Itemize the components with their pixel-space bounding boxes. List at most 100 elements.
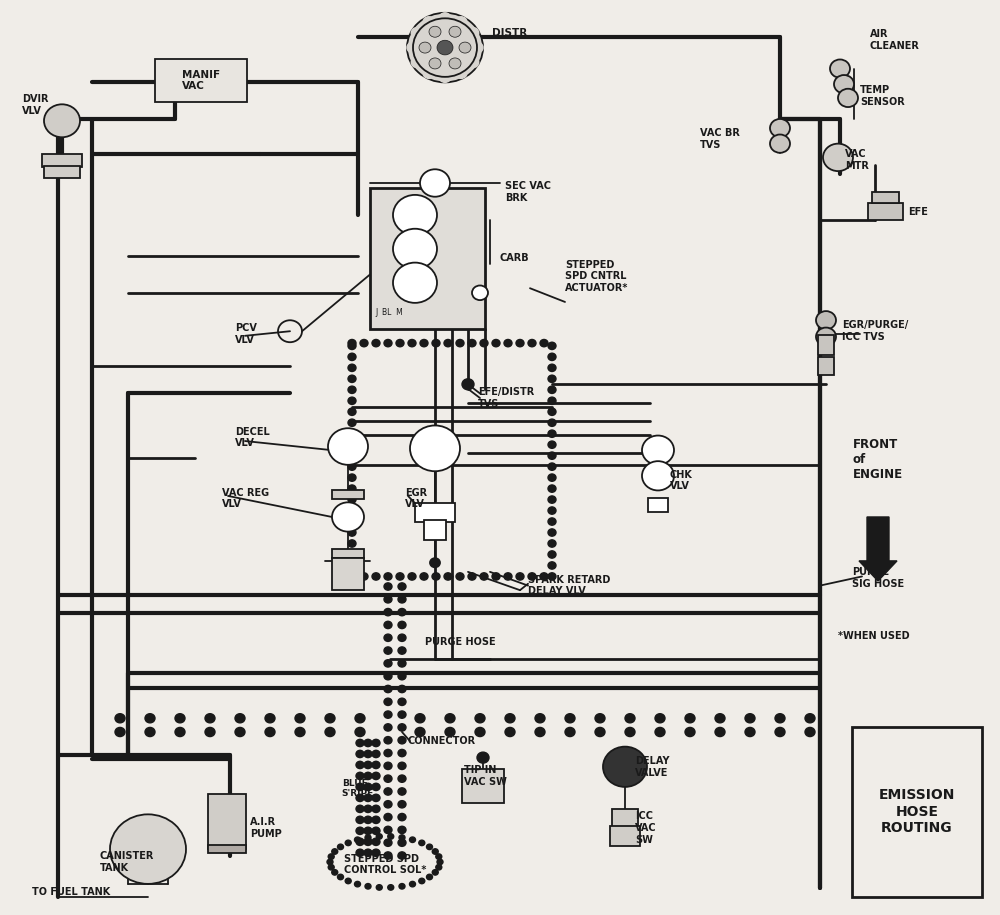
Circle shape [429,58,441,69]
Circle shape [655,727,665,737]
Text: DVIR
VLV: DVIR VLV [22,94,48,116]
Circle shape [468,573,476,580]
Circle shape [356,805,364,813]
Circle shape [492,573,500,580]
Text: EFE: EFE [908,208,928,217]
Circle shape [396,573,404,580]
Circle shape [437,859,443,865]
Circle shape [396,339,404,347]
Circle shape [328,865,334,870]
Circle shape [540,573,548,580]
Circle shape [834,75,854,93]
Text: TO FUEL TANK: TO FUEL TANK [32,888,110,897]
Circle shape [384,647,392,654]
Circle shape [145,714,155,723]
Circle shape [356,783,364,791]
Circle shape [535,714,545,723]
Circle shape [548,507,556,514]
Circle shape [625,727,635,737]
Circle shape [642,461,674,490]
Circle shape [372,761,380,769]
Circle shape [384,852,392,859]
Circle shape [398,685,406,693]
Circle shape [384,698,392,705]
Circle shape [348,386,356,393]
Circle shape [398,801,406,808]
Circle shape [816,311,836,329]
Circle shape [388,885,394,890]
Circle shape [376,834,382,839]
Circle shape [348,353,356,361]
Circle shape [384,749,392,757]
Circle shape [655,714,665,723]
Circle shape [423,68,435,79]
Circle shape [356,750,364,758]
Circle shape [548,551,556,558]
Circle shape [449,27,461,38]
Circle shape [265,727,275,737]
Circle shape [770,135,790,153]
Circle shape [535,727,545,737]
Circle shape [548,430,556,437]
Circle shape [115,714,125,723]
Circle shape [504,339,512,347]
Circle shape [642,436,674,465]
Circle shape [715,727,725,737]
Circle shape [548,342,556,350]
Circle shape [384,801,392,808]
Circle shape [505,714,515,723]
Circle shape [356,794,364,802]
Circle shape [384,339,392,347]
Circle shape [348,339,356,347]
Text: PURGE
SIG HOSE: PURGE SIG HOSE [852,567,904,589]
Circle shape [384,596,392,603]
Circle shape [364,816,372,824]
Circle shape [398,813,406,821]
Circle shape [548,397,556,404]
Circle shape [823,144,853,171]
Circle shape [455,68,467,79]
Circle shape [384,813,392,821]
Circle shape [775,714,785,723]
Text: SEC VAC
BRK: SEC VAC BRK [505,181,551,203]
Text: FRONT
of
ENGINE: FRONT of ENGINE [853,438,903,480]
Text: ICC
VAC
SW: ICC VAC SW [635,812,657,845]
Circle shape [398,621,406,629]
Circle shape [415,727,425,737]
Circle shape [477,752,489,763]
Circle shape [437,40,453,55]
Circle shape [360,573,368,580]
Circle shape [398,673,406,680]
Circle shape [595,714,605,723]
Circle shape [838,89,858,107]
Circle shape [432,869,438,875]
Circle shape [449,58,461,69]
Circle shape [384,673,392,680]
Circle shape [398,737,406,744]
Circle shape [348,551,356,558]
Circle shape [411,57,423,68]
Circle shape [348,452,356,459]
Circle shape [548,485,556,492]
Text: J  BL  M: J BL M [375,308,403,318]
Bar [370,188,485,329]
Circle shape [420,573,428,580]
Circle shape [348,540,356,547]
Circle shape [384,685,392,693]
Text: TIP IN
VAC SW: TIP IN VAC SW [464,765,507,787]
Circle shape [364,849,372,856]
Circle shape [548,364,556,371]
Circle shape [830,59,850,78]
Circle shape [372,339,380,347]
Text: CARB: CARB [500,253,530,263]
Circle shape [384,634,392,641]
Circle shape [398,788,406,795]
Circle shape [430,558,440,567]
Circle shape [398,724,406,731]
Circle shape [399,834,405,840]
Circle shape [439,71,451,82]
Circle shape [364,794,372,802]
Text: DELAY
VALVE: DELAY VALVE [635,756,670,778]
Circle shape [548,540,556,547]
Circle shape [364,772,372,780]
